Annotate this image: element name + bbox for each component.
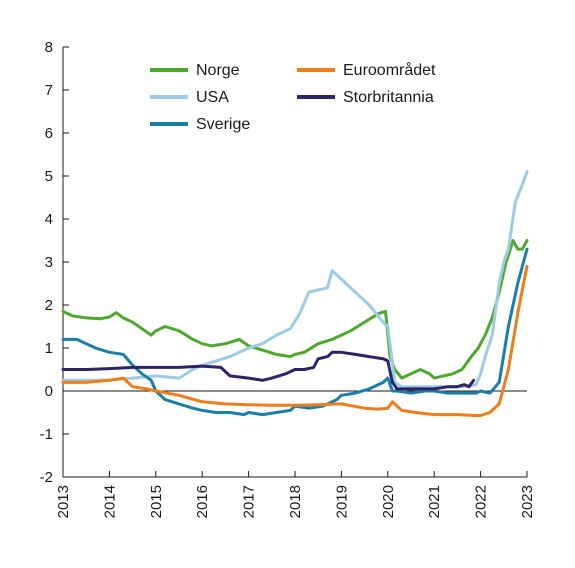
legend-label: Storbritannia bbox=[343, 89, 434, 106]
y-tick-label: -1 bbox=[40, 426, 53, 443]
series-line-0 bbox=[61, 239, 529, 380]
series-line-4 bbox=[61, 350, 476, 391]
y-tick-label: -2 bbox=[40, 469, 53, 486]
y-tick-label: 3 bbox=[45, 254, 53, 271]
x-tick-label: 2016 bbox=[194, 485, 211, 518]
plot-lines bbox=[61, 170, 529, 417]
legend-label: Norge bbox=[196, 62, 240, 79]
x-tick-label: 2019 bbox=[333, 485, 350, 518]
x-tick-label: 2022 bbox=[473, 485, 490, 518]
x-tick-label: 2018 bbox=[287, 485, 304, 518]
x-tick-label: 2020 bbox=[380, 485, 397, 518]
y-tick-label: 8 bbox=[45, 39, 53, 56]
y-tick-label: 7 bbox=[45, 82, 53, 99]
series-line-2 bbox=[61, 247, 529, 417]
x-tick-label: 2013 bbox=[55, 485, 72, 518]
y-tick-label: 0 bbox=[45, 383, 53, 400]
legend-label: Sverige bbox=[196, 116, 250, 133]
series-line-3 bbox=[61, 264, 529, 417]
y-tick-label: 6 bbox=[45, 125, 53, 142]
x-tick-label: 2017 bbox=[241, 485, 258, 518]
legend: Norge Euroområdet USA Storbritannia Sverige bbox=[150, 61, 436, 133]
legend-label: USA bbox=[196, 89, 229, 106]
legend-label: Euroområdet bbox=[343, 61, 436, 79]
y-tick-label: 4 bbox=[45, 211, 53, 228]
y-tick-label: 2 bbox=[45, 297, 53, 314]
y-tick-label: 5 bbox=[45, 168, 53, 185]
x-tick-label: 2014 bbox=[101, 485, 118, 518]
x-tick-label: 2023 bbox=[519, 485, 536, 518]
x-tick-label: 2015 bbox=[148, 485, 165, 518]
y-tick-label: 1 bbox=[45, 340, 53, 357]
x-tick-label: 2021 bbox=[426, 485, 443, 518]
